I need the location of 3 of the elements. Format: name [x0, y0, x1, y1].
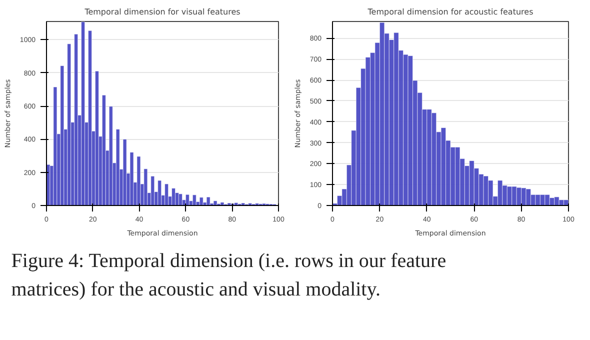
caption: Figure 4: Temporal dimension (i.e. rows in our feature matrices) for the acoustic and visual modality.: [11, 250, 446, 301]
chart-title: Temporal dimension for visual features: [84, 8, 240, 16]
chart-title: Temporal dimension for acoustic features: [366, 8, 534, 16]
